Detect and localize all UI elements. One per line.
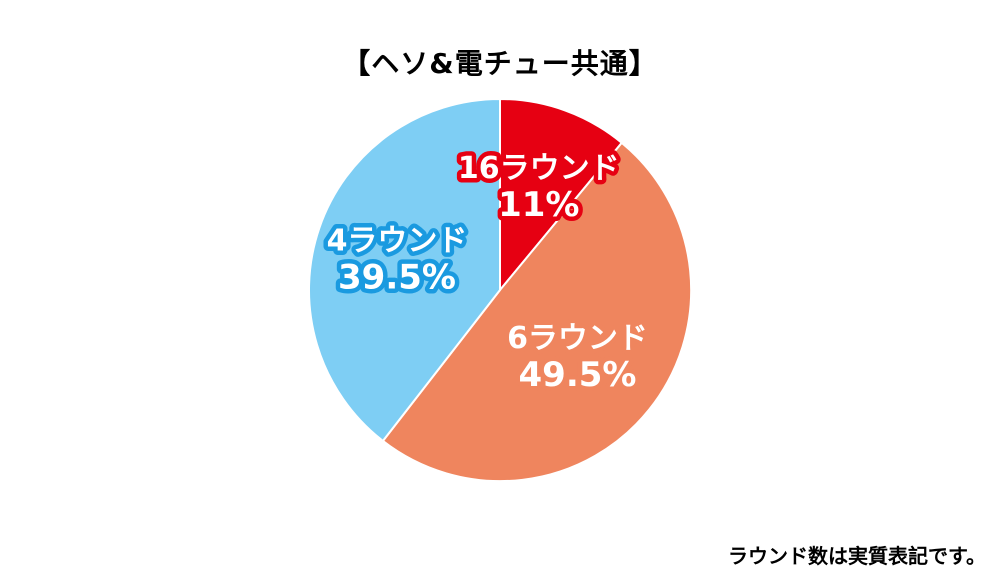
slice-name-label: 6ラウンド: [507, 321, 648, 356]
pie-slice: [499, 97, 624, 293]
slice-name-label: 16ラウンド: [458, 151, 620, 186]
slice-name-label: 4ラウンド: [327, 224, 468, 259]
pie-slice: [381, 141, 693, 483]
chart-title: 【ヘソ&電チュー共通】: [342, 47, 658, 80]
pie-slice: [308, 97, 501, 443]
slice-percent-label: 49.5%: [519, 355, 637, 395]
footnote: ラウンド数は実質表記です。: [728, 544, 986, 568]
slice-percent-label: 39.5%: [338, 258, 456, 298]
pie-slices: [308, 97, 693, 483]
slice-percent-label: 11%: [498, 185, 579, 225]
